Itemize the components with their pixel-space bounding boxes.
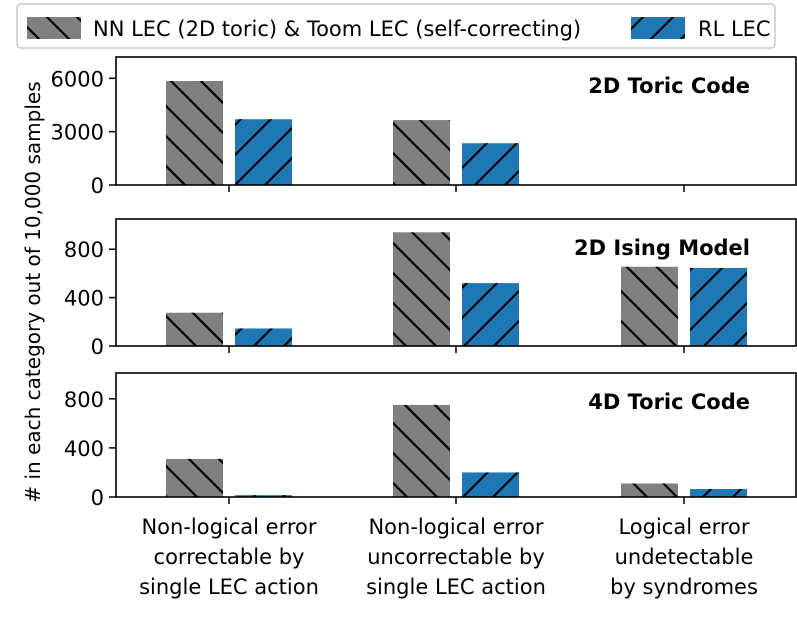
- category-label-2-line-2: uncorrectable by: [367, 545, 545, 569]
- bar-hatch-nn-lec-undetectable: [621, 483, 678, 497]
- panel-title: 2D Toric Code: [588, 74, 750, 98]
- panel-title: 4D Toric Code: [588, 390, 750, 414]
- panel-4d-toric-code: 0 400 800 4D Toric Code: [64, 372, 797, 510]
- bar-hatch-rl-lec-uncorrectable: [462, 472, 519, 497]
- panel-2d-toric-code: 0 3000 6000 2D Toric Code: [51, 56, 797, 198]
- category-label-2-line-1: Non-logical error: [368, 515, 543, 539]
- bar-hatch-rl-lec-uncorrectable: [462, 143, 519, 185]
- legend-swatch-nn-lec-hatch: [27, 17, 81, 39]
- y-tick-label: 0: [91, 174, 104, 198]
- bar-hatch-nn-lec-correctable: [166, 81, 223, 185]
- y-tick-label: 3000: [51, 121, 104, 145]
- legend-frame: [16, 3, 776, 49]
- category-label-3-line-2: undetectable: [615, 545, 754, 569]
- y-axis-label: # in each category out of 10,000 samples: [21, 81, 45, 502]
- category-label-3-line-1: Logical error: [618, 515, 749, 539]
- y-tick-label: 6000: [51, 67, 104, 91]
- y-tick-label: 0: [91, 335, 104, 359]
- bar-hatch-rl-lec-undetectable: [690, 489, 747, 497]
- legend-swatch-rl-lec-hatch: [631, 17, 685, 39]
- bar-hatch-nn-lec-uncorrectable: [393, 232, 450, 346]
- bar-hatch-nn-lec-correctable: [166, 458, 223, 497]
- panel-title: 2D Ising Model: [574, 236, 750, 260]
- bar-hatch-rl-lec-correctable: [235, 495, 292, 497]
- legend-label-rl-lec: RL LEC: [698, 17, 771, 41]
- y-tick-label: 800: [64, 238, 104, 262]
- category-label-1-line-2: correctable by: [154, 545, 305, 569]
- category-label-2-line-3: single LEC action: [366, 575, 546, 599]
- bar-hatch-nn-lec-correctable: [166, 312, 223, 346]
- panel-2d-ising-model: 0 400 800 2D Ising Model: [64, 218, 797, 359]
- bar-hatch-nn-lec-uncorrectable: [393, 120, 450, 185]
- y-tick-label: 0: [91, 486, 104, 510]
- bar-hatch-nn-lec-uncorrectable: [393, 404, 450, 497]
- category-label-1-line-1: Non-logical error: [141, 515, 316, 539]
- category-label-3-line-3: by syndromes: [610, 575, 758, 599]
- legend-label-nn-lec: NN LEC (2D toric) & Toom LEC (self-corre…: [93, 17, 581, 41]
- bar-hatch-nn-lec-undetectable: [621, 266, 678, 346]
- x-category-labels: Non-logical error correctable by single …: [139, 515, 758, 599]
- y-tick-label: 800: [64, 388, 104, 412]
- bar-hatch-rl-lec-correctable: [235, 119, 292, 185]
- legend: NN LEC (2D toric) & Toom LEC (self-corre…: [16, 3, 776, 49]
- y-tick-label: 400: [64, 287, 104, 311]
- bar-hatch-rl-lec-correctable: [235, 328, 292, 346]
- bar-hatch-rl-lec-uncorrectable: [462, 283, 519, 346]
- y-tick-label: 400: [64, 437, 104, 461]
- bar-hatch-rl-lec-undetectable: [690, 267, 747, 346]
- category-label-1-line-3: single LEC action: [139, 575, 319, 599]
